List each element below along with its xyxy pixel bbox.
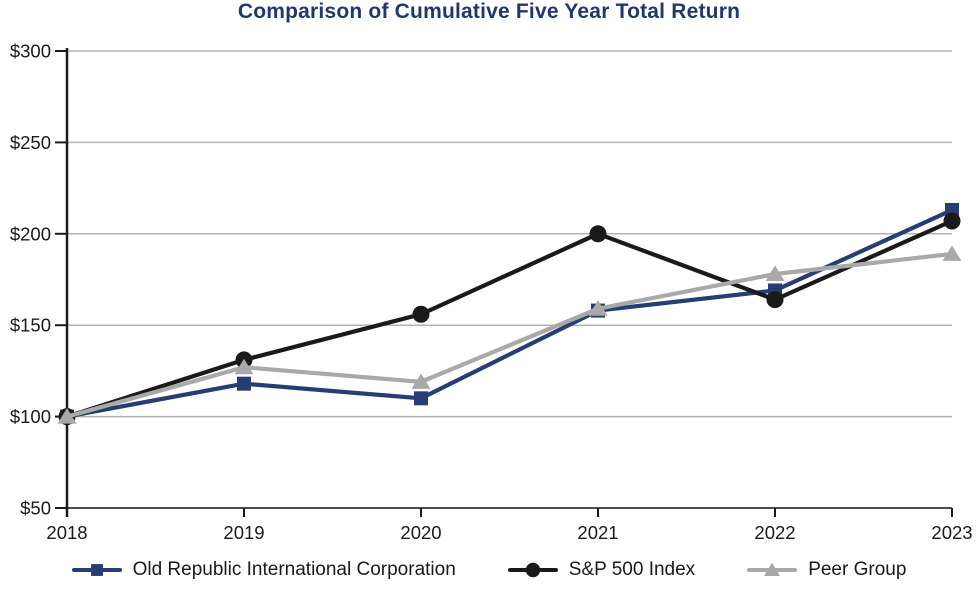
y-axis-tick-label: $250	[10, 132, 51, 153]
triangle-marker	[942, 245, 962, 261]
series-2	[57, 245, 962, 424]
series-line	[64, 218, 955, 419]
legend-item-old-republic: Old Republic International Corporation	[71, 559, 456, 581]
y-axis-tick-label: $200	[10, 223, 51, 244]
circle-marker	[412, 305, 430, 323]
chart-title: Comparison of Cumulative Five Year Total…	[237, 0, 741, 23]
y-axis-tick-label: $300	[10, 41, 51, 62]
x-axis-tick-label: 2019	[223, 522, 264, 543]
circle-marker	[943, 212, 961, 230]
x-axis-tick-label: 2020	[400, 522, 441, 543]
square-marker	[90, 564, 103, 576]
series-line	[64, 207, 955, 419]
chart-legend: Old Republic International Corporation S…	[0, 554, 978, 586]
series-line	[64, 251, 955, 419]
peer-group-line-triangle-icon	[747, 562, 798, 576]
circle-marker	[525, 562, 540, 578]
square-marker	[237, 376, 251, 391]
legend-item-peer-group: Peer Group	[747, 559, 906, 581]
legend-label-peer-group: Peer Group	[808, 559, 907, 580]
triangle-marker	[588, 300, 608, 316]
y-axis-tick-label: $150	[10, 315, 51, 336]
circle-marker	[589, 225, 607, 243]
x-axis-tick-label: 2021	[577, 522, 618, 543]
old-republic-line-square-icon	[71, 564, 122, 576]
legend-label-sp500: S&P 500 Index	[568, 559, 696, 580]
circle-marker	[766, 291, 784, 309]
x-axis-tick-label: 2018	[46, 522, 87, 543]
triangle-marker	[411, 373, 431, 389]
triangle-marker	[234, 358, 254, 375]
triangle-marker	[764, 562, 781, 576]
gridlines	[67, 50, 952, 418]
y-axis-tick-label: $50	[20, 498, 51, 519]
x-axis-tick-label: 2023	[931, 522, 972, 543]
x-axis-tick-label: 2022	[754, 522, 795, 543]
sp500-line-circle-icon	[507, 562, 558, 578]
legend-item-sp500: S&P 500 Index	[507, 559, 696, 581]
series-0	[60, 203, 959, 424]
triangle-marker	[57, 408, 77, 424]
x-axis: 2018 2019 2020 2021 2022 2023	[46, 508, 973, 543]
square-marker	[414, 391, 428, 406]
y-axis: $50 $100 $150 $200 $250 $300	[10, 41, 69, 519]
triangle-marker	[765, 265, 785, 282]
legend-label-old-republic: Old Republic International Corporation	[132, 559, 456, 580]
y-axis-tick-label: $100	[10, 406, 51, 427]
